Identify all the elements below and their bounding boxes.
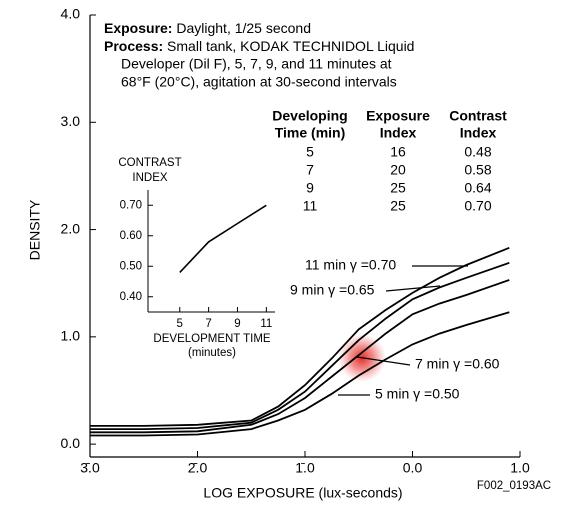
table-cell: 25: [390, 198, 406, 214]
curve-label: 11 min γ =0.70: [305, 257, 396, 273]
table-cell: 25: [390, 180, 406, 196]
y-axis-title: DENSITY: [27, 199, 43, 260]
y-tick-label: 3.0: [61, 113, 81, 129]
table-cell: 0.64: [464, 180, 491, 196]
table-header: Developing: [272, 108, 347, 124]
table-cell: 5: [306, 144, 314, 160]
curve-label: 9 min γ =0.65: [290, 282, 375, 298]
x-axis-title: LOG EXPOSURE (lux-seconds): [203, 485, 402, 501]
curve: [90, 246, 510, 427]
process-note: Process: Small tank, KODAK TECHNIDOL Liq…: [104, 38, 414, 54]
y-tick-label: 4.0: [61, 6, 81, 22]
inset-y-tick-label: 0.60: [120, 230, 142, 242]
x-tick-label: 1.0: [510, 460, 530, 476]
inset-y-tick-label: 0.40: [120, 291, 142, 303]
exposure-note: Exposure: Daylight, 1/25 second: [104, 20, 311, 36]
inset-x-tick-label: 11: [260, 318, 272, 330]
table-header: Index: [380, 125, 417, 141]
x-tick-label: 2̄.0: [188, 460, 208, 476]
x-tick-label: 3̄.0: [80, 460, 100, 476]
inset-x-title: DEVELOPMENT TIME: [153, 333, 270, 345]
table-cell: 9: [306, 180, 314, 196]
curve-label: 5 min γ =0.50: [375, 386, 460, 402]
table-header: Exposure: [366, 108, 430, 124]
curve: [90, 311, 510, 437]
note-text: 68°F (20°C), agitation at 30-second inte…: [121, 74, 397, 90]
y-tick-label: 0.0: [61, 435, 81, 451]
table-header: Contrast: [449, 108, 507, 124]
y-tick-label: 1.0: [61, 328, 81, 344]
note-text: Small tank, KODAK TECHNIDOL Liquid: [167, 38, 414, 54]
inset-y-tick-label: 0.50: [120, 260, 142, 272]
table-cell: 0.58: [464, 162, 491, 178]
note-label: Exposure:: [104, 20, 172, 36]
inset-y-tick-label: 0.70: [120, 199, 142, 211]
curve: [90, 279, 510, 434]
figure-code: F002_0193AC: [477, 480, 551, 492]
inset-y-title: INDEX: [132, 172, 167, 184]
inset-x-tick-label: 7: [205, 318, 211, 330]
table-cell: 11: [303, 198, 318, 214]
y-tick-label: 2.0: [61, 220, 81, 236]
x-tick-label: 0.0: [403, 460, 423, 476]
note-text: Daylight, 1/25 second: [176, 20, 311, 36]
table-header: Index: [460, 125, 497, 141]
curve: [90, 261, 510, 430]
table-cell: 16: [390, 144, 406, 160]
note-text: Developer (Dil F), 5, 7, 9, and 11 minut…: [121, 56, 392, 72]
leader-line: [385, 285, 441, 292]
inset-y-title: CONTRAST: [118, 157, 181, 169]
table-cell: 0.48: [464, 144, 491, 160]
table-cell: 20: [390, 162, 406, 178]
inset-curve: [179, 204, 267, 273]
inset-x-title: (minutes): [188, 347, 236, 359]
note-label: Process:: [104, 38, 163, 54]
table-cell: 0.70: [464, 198, 491, 214]
inset-x-tick-label: 5: [177, 318, 183, 330]
table-header: Time (min): [275, 125, 346, 141]
table-cell: 7: [306, 162, 314, 178]
curve-label: 7 min γ =0.60: [415, 356, 500, 372]
inset-x-tick-label: 9: [234, 318, 240, 330]
x-tick-label: 1̄.0: [295, 460, 315, 476]
